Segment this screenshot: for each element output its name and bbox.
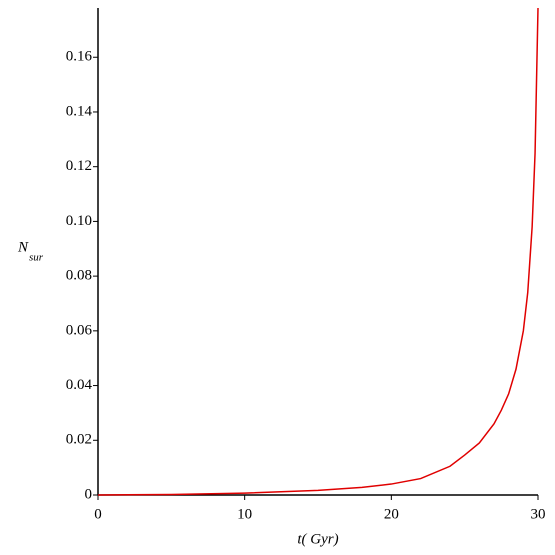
x-tick-label: 10 xyxy=(237,506,252,522)
y-axis-label: N xyxy=(17,239,29,255)
y-tick-label: 0.04 xyxy=(66,377,93,393)
y-tick-label: 0.10 xyxy=(66,213,92,229)
y-tick-label: 0.02 xyxy=(66,432,92,448)
x-tick-label: 0 xyxy=(94,506,102,522)
y-tick-label: 0.12 xyxy=(66,158,92,174)
y-axis-label-sub: sur xyxy=(29,252,44,264)
y-tick-label: 0.08 xyxy=(66,268,92,284)
y-tick-label: 0.14 xyxy=(66,103,93,119)
y-tick-label: 0 xyxy=(85,486,93,502)
line-series xyxy=(97,7,539,496)
y-tick-label: 0.06 xyxy=(66,322,93,338)
x-axis-label: t( Gyr) xyxy=(297,531,338,547)
x-tick-label: 20 xyxy=(384,506,399,522)
y-tick-label: 0.16 xyxy=(66,49,93,65)
x-tick-label: 30 xyxy=(531,506,546,522)
